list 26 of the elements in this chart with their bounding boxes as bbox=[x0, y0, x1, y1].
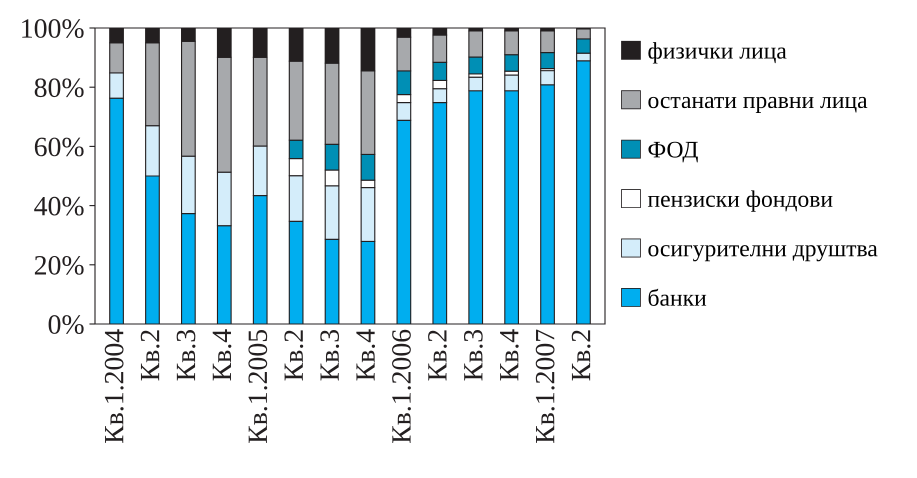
x-tick-label: Кв.2 bbox=[572, 330, 591, 381]
x-tick-label: Кв.4 bbox=[356, 329, 376, 381]
x-tick-label: Кв.1.2007 bbox=[536, 330, 555, 444]
x-tick-label: Кв.1.2004 bbox=[104, 329, 124, 444]
x-tick-label: Кв.1.2005 bbox=[248, 330, 268, 444]
legend-label: ФОД bbox=[648, 142, 698, 162]
legend-label: банки bbox=[648, 288, 706, 306]
x-tick-label: Кв.2 bbox=[140, 330, 160, 381]
legend-label: физички лица bbox=[648, 42, 786, 64]
x-tick-label: Кв.3 bbox=[464, 330, 483, 381]
y-tick-label: 40% bbox=[34, 196, 84, 216]
legend-label: осигурителни друштва bbox=[648, 245, 878, 262]
y-tick-label: 0% bbox=[48, 315, 84, 334]
x-tick-label: Кв.3 bbox=[176, 330, 196, 381]
x-tick-label: Кв.1.2006 bbox=[392, 330, 411, 444]
x-tick-label: Кв.3 bbox=[320, 330, 340, 381]
y-tick-label: 60% bbox=[34, 138, 84, 156]
y-tick-label: 80% bbox=[34, 78, 84, 98]
y-tick-label: 100% bbox=[22, 19, 84, 38]
x-tick-label: Кв.4 bbox=[500, 329, 519, 381]
y-tick-label: 20% bbox=[34, 256, 84, 275]
x-tick-label: Кв.2 bbox=[284, 330, 304, 381]
x-tick-label: Кв.2 bbox=[428, 330, 447, 381]
legend-label: останати правни лица bbox=[648, 96, 868, 113]
legend-label: пензиски фондови bbox=[648, 190, 832, 212]
x-tick-label: Кв.4 bbox=[212, 329, 232, 381]
